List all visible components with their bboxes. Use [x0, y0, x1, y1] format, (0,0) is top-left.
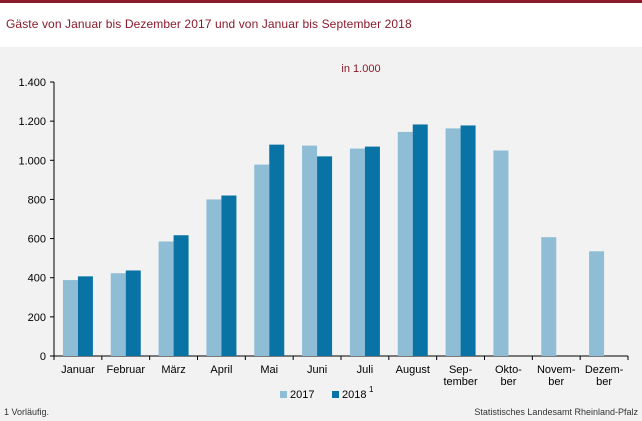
x-tick-label: Okto- — [495, 364, 522, 376]
bar-2017-10 — [541, 237, 557, 356]
bar-2017-4 — [254, 164, 270, 356]
legend-label-2017: 2017 — [290, 389, 314, 401]
bar-2018-1 — [125, 270, 141, 356]
x-tick-label: Mai — [260, 364, 278, 376]
x-tick-label: August — [396, 364, 430, 376]
x-tick-label: ber — [596, 376, 612, 388]
bar-2018-6 — [364, 146, 380, 356]
chart-title: Gäste von Januar bis Dezember 2017 und v… — [6, 17, 412, 31]
bar-2018-3 — [221, 195, 237, 356]
source-label: Statistisches Landesamt Rheinland-Pfalz — [474, 407, 638, 417]
footnote: 1 Vorläufig. — [4, 407, 50, 417]
x-tick-label: Dezem- — [585, 364, 624, 376]
bar-2017-1 — [110, 273, 126, 356]
x-tick-label: Januar — [61, 364, 95, 376]
bar-2017-11 — [589, 251, 605, 356]
bar-2017-5 — [302, 145, 318, 356]
x-tick-label: Novem- — [537, 364, 576, 376]
x-tick-label: Juni — [307, 364, 327, 376]
y-tick-label: 800 — [28, 194, 46, 206]
y-tick-label: 200 — [28, 312, 46, 324]
bar-2017-8 — [445, 128, 461, 356]
unit-label: in 1.000 — [341, 63, 380, 75]
bar-2017-0 — [62, 280, 78, 356]
x-tick-label: April — [210, 364, 232, 376]
bar-2017-2 — [158, 241, 174, 356]
y-tick-label: 1.200 — [18, 116, 46, 128]
x-tick-label: Juli — [357, 364, 374, 376]
legend-swatch-2018 — [332, 391, 339, 398]
bar-2017-9 — [493, 150, 509, 356]
bar-2018-7 — [412, 124, 428, 356]
x-tick-label: Februar — [106, 364, 145, 376]
bar-2017-6 — [349, 148, 365, 356]
x-tick-label: ber — [500, 376, 516, 388]
x-tick-label: ber — [548, 376, 564, 388]
bar-2018-2 — [173, 235, 189, 356]
legend-swatch-2017 — [280, 391, 287, 398]
x-tick-label: tember — [443, 376, 478, 388]
bar-2017-3 — [206, 199, 222, 356]
bar-2017-7 — [397, 131, 413, 356]
title-band: Gäste von Januar bis Dezember 2017 und v… — [0, 3, 642, 47]
y-tick-label: 1.000 — [18, 155, 46, 167]
x-tick-label: März — [161, 364, 185, 376]
y-tick-label: 0 — [40, 351, 46, 363]
bar-2018-5 — [317, 156, 333, 356]
bar-2018-0 — [77, 276, 93, 356]
bar-2018-8 — [460, 125, 476, 356]
x-tick-label: Sep- — [449, 364, 473, 376]
legend-label-2018: 2018 — [342, 389, 366, 401]
legend-superscript-2018: 1 — [369, 385, 374, 394]
y-tick-label: 400 — [28, 273, 46, 285]
bar-2018-4 — [269, 144, 285, 356]
top-rule — [0, 0, 642, 3]
y-tick-label: 1.400 — [18, 77, 46, 89]
y-tick-label: 600 — [28, 234, 46, 246]
